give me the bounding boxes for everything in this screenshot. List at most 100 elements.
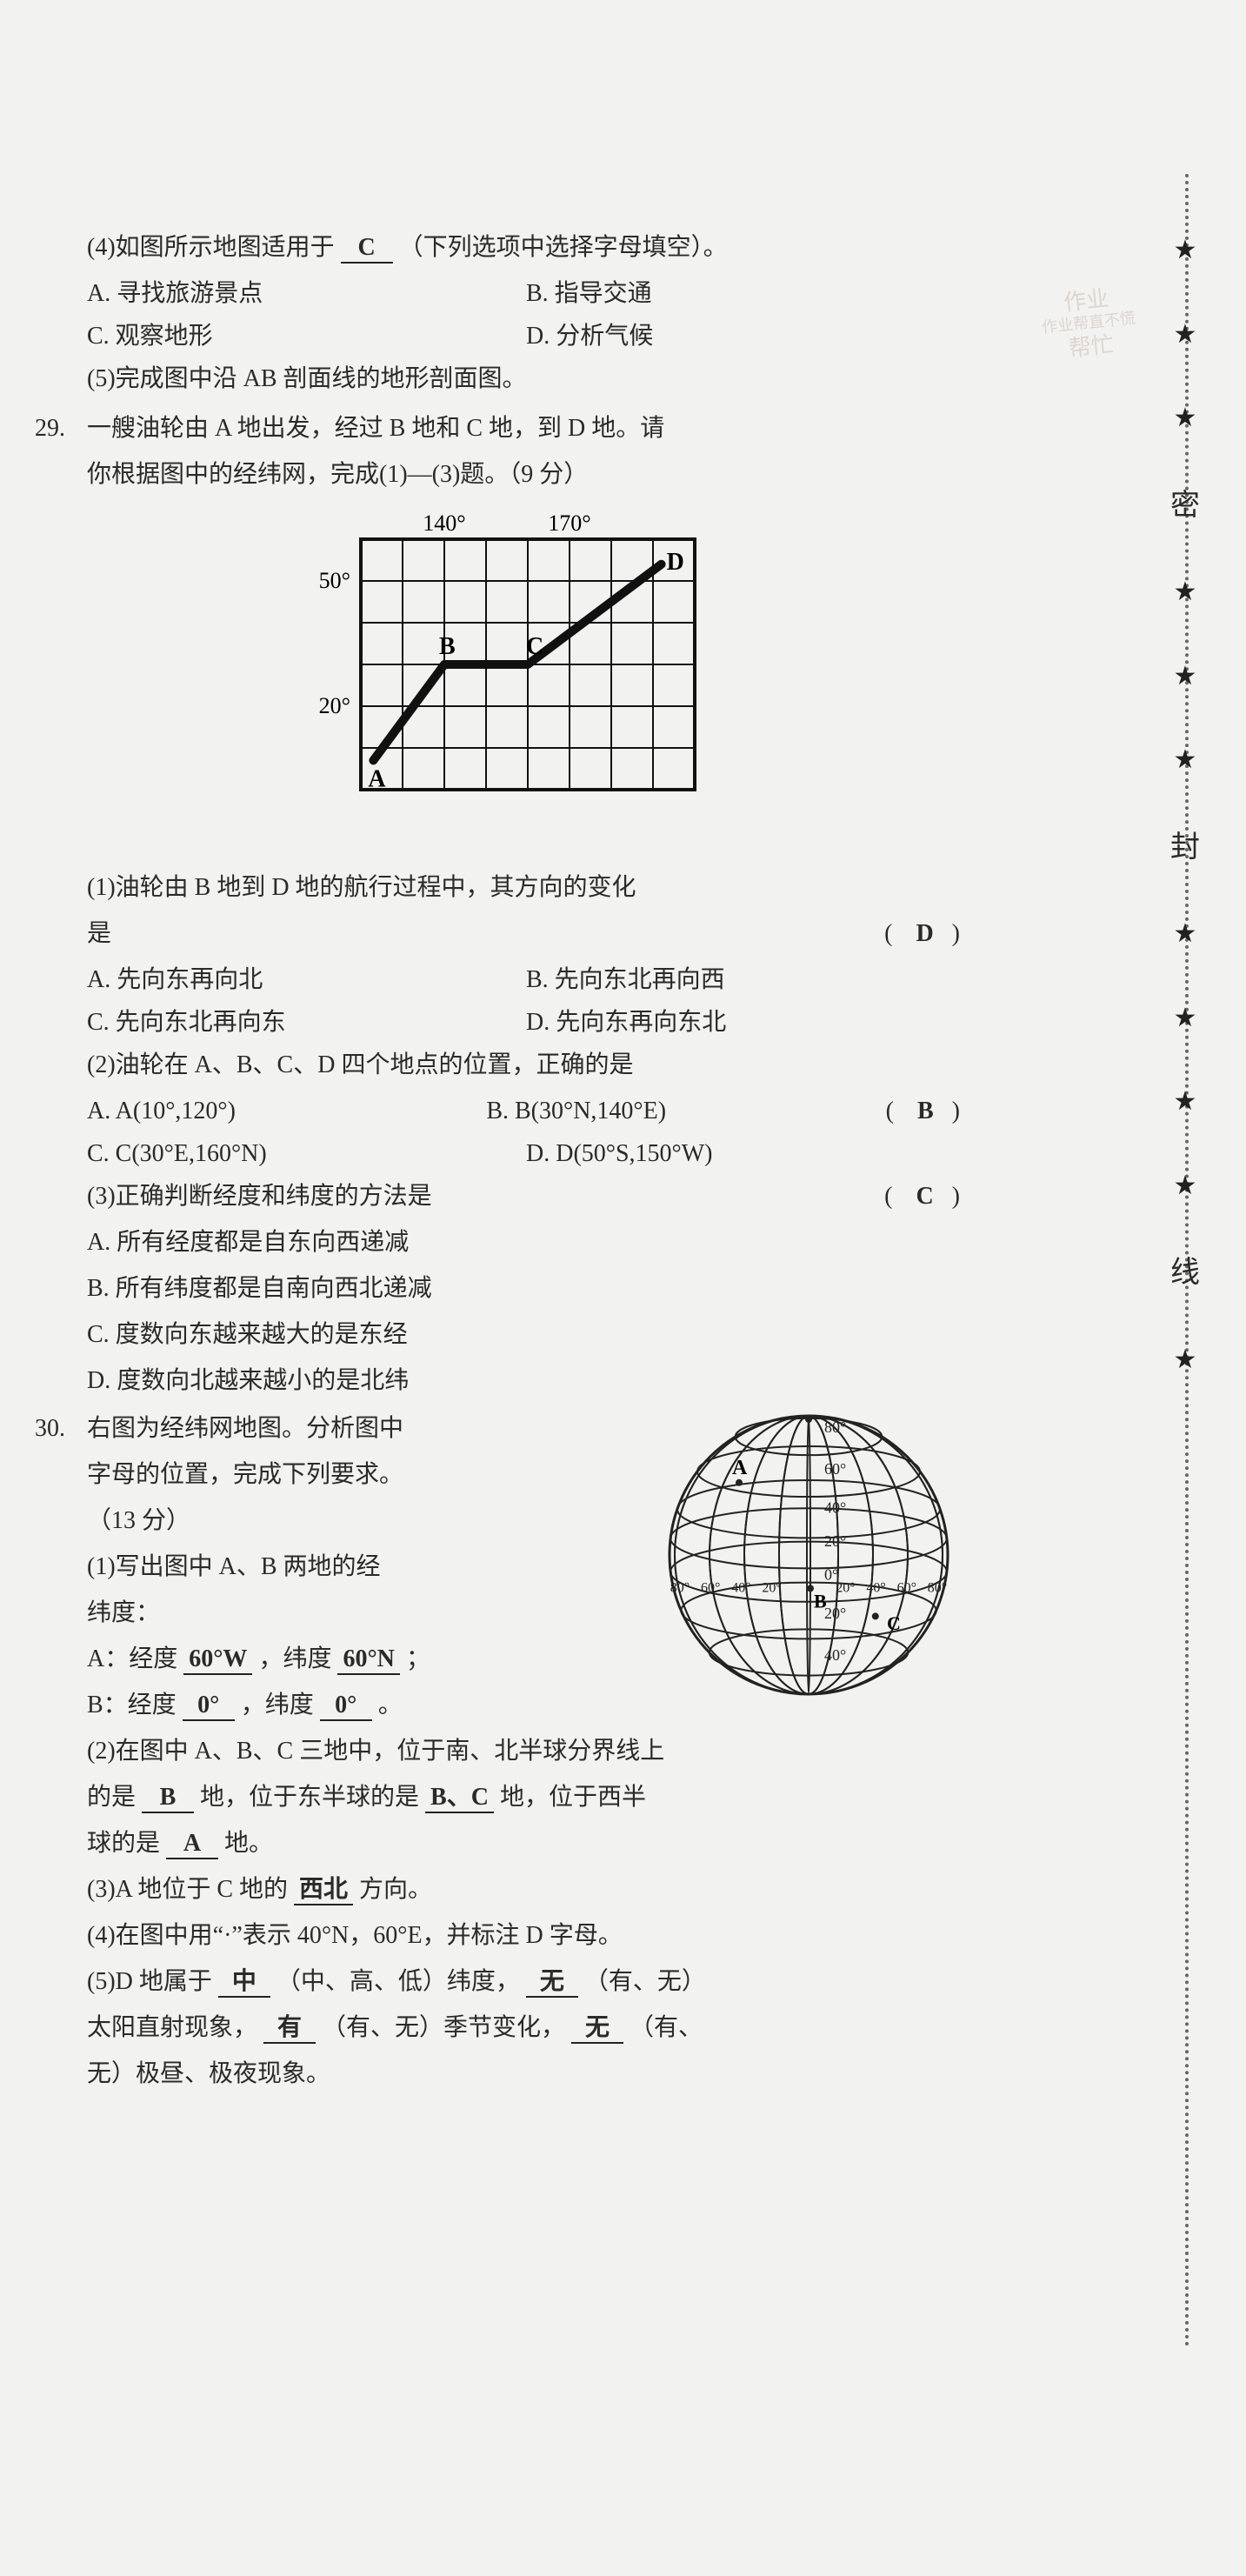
q30-p5-ans2: 无 <box>526 1969 578 1998</box>
q30-p2-ans2: B、C <box>425 1785 494 1813</box>
q30-p5-b-pre: 太阳直射现象， <box>87 2014 257 2041</box>
q30-p5-ans3: 有 <box>263 2015 316 2044</box>
q29-p2-stem: (2)油轮在 A、B、C、D 四个地点的位置，正确的是 <box>87 1044 965 1086</box>
star-icon: ★ <box>1174 911 1197 958</box>
q29: 29. 一艘油轮由 A 地出发，经过 B 地和 C 地，到 D 地。请 <box>87 407 965 450</box>
watermark: 作业 作业帮直不慌 帮忙 <box>1024 281 1155 380</box>
star-icon: ★ <box>1174 228 1197 274</box>
svg-text:C: C <box>526 633 543 660</box>
q28-p4-answer: C <box>341 235 393 264</box>
q30-stem-l2: 字母的位置，完成下列要求。 <box>87 1453 635 1496</box>
q30-p2-c-pre: 球的是 <box>87 1830 160 1857</box>
q30-p1-A-mid: ，纬度 <box>258 1645 331 1672</box>
q29-p1-optC: C. 先向东北再向东 <box>87 1001 526 1044</box>
q30-p1-B-end: 。 <box>378 1692 403 1718</box>
seal-char-feng: 封 <box>1170 822 1200 874</box>
svg-text:60°: 60° <box>897 1580 916 1595</box>
q29-p3-stem: (3)正确判断经度和纬度的方法是 <box>87 1183 432 1210</box>
q28-p5: (5)完成图中沿 AB 剖面线的地形剖面图。 <box>87 357 965 400</box>
q29-p2-opts-row1: A. A(10°,120°) B. B(30°N,140°E) <box>87 1090 886 1132</box>
star-icon: ★ <box>1174 570 1197 616</box>
q29-p2-optA: A. A(10°,120°) <box>87 1090 486 1132</box>
q30-p2-line2: 的是 B 地，位于东半球的是 B、C 地，位于西半 <box>87 1776 965 1819</box>
q30-p1-B: B：经度 0° ，纬度 0° 。 <box>87 1684 635 1726</box>
q29-p2-opts-row2: C. C(30°E,160°N) D. D(50°S,150°W) <box>87 1132 965 1175</box>
q30-p5-line3: 无）极昼、极夜现象。 <box>87 2052 965 2095</box>
q29-p1-line1: (1)油轮由 B 地到 D 地的航行过程中，其方向的变化 <box>87 866 965 909</box>
q30-p2-ans3: A <box>166 1831 218 1859</box>
svg-text:A: A <box>368 765 386 792</box>
q28-p4-options-row1: A. 寻找旅游景点 B. 指导交通 <box>87 272 965 315</box>
q29-stem-line1: 一艘油轮由 A 地出发，经过 B 地和 C 地，到 D 地。请 <box>87 415 664 442</box>
svg-text:40°: 40° <box>731 1580 750 1595</box>
svg-text:B: B <box>814 1590 827 1612</box>
q28-p4-optC: C. 观察地形 <box>87 315 526 357</box>
q29-p3-optC: C. 度数向东越来越大的是东经 <box>87 1313 965 1356</box>
svg-text:60°: 60° <box>701 1580 720 1595</box>
svg-text:D: D <box>667 549 684 576</box>
q28-part4: (4)如图所示地图适用于 C （下列选项中选择字母填空）。 <box>87 226 965 269</box>
q30-stem-l3: （13 分） <box>87 1499 635 1542</box>
q29-p2-optD: D. D(50°S,150°W) <box>526 1132 965 1175</box>
q30-p3-end: 方向。 <box>359 1876 432 1903</box>
svg-text:80°: 80° <box>670 1580 690 1595</box>
seal-char-mi: 密 <box>1170 480 1200 532</box>
q30-p5-line1: (5)D 地属于 中 （中、高、低）纬度， 无 （有、无） <box>87 1960 965 2003</box>
q30-p4: (4)在图中用“·”表示 40°N，60°E，并标注 D 字母。 <box>87 1914 965 1957</box>
star-icon: ★ <box>1174 1164 1197 1210</box>
q29-p3-optA: A. 所有经度都是自东向西递减 <box>87 1221 965 1264</box>
seal-char-xian: 线 <box>1170 1247 1200 1299</box>
q30-stem-l1: 右图为经纬网地图。分析图中 <box>87 1415 403 1442</box>
q28-p4-optB: B. 指导交通 <box>526 272 965 315</box>
q30-p1-B-lat: 0° <box>320 1692 372 1721</box>
q29-p3-line: (3)正确判断经度和纬度的方法是 ( C ) <box>87 1175 965 1218</box>
svg-text:20°: 20° <box>762 1580 781 1595</box>
q29-p1-answer: D <box>909 920 940 947</box>
q29-stem-line2: 你根据图中的经纬网，完成(1)—(3)题。（9 分） <box>87 453 965 496</box>
q30-p2-b-pre: 的是 <box>87 1784 136 1811</box>
svg-text:40°: 40° <box>824 1499 846 1517</box>
svg-text:20°: 20° <box>319 693 350 718</box>
q30-p5-ans4: 无 <box>571 2015 623 2044</box>
q30-p2-line3: 球的是 A 地。 <box>87 1822 965 1865</box>
q29-p3-optB: B. 所有纬度都是自南向西北递减 <box>87 1267 965 1310</box>
q30-p1-B-mid: ，纬度 <box>241 1692 314 1718</box>
q30-p3: (3)A 地位于 C 地的 西北 方向。 <box>87 1868 965 1911</box>
q30-p1-A-lat: 60°N <box>337 1646 399 1675</box>
q29-p1-answer-paren: ( D ) <box>884 912 965 955</box>
svg-text:170°: 170° <box>548 511 590 536</box>
svg-text:20°: 20° <box>836 1580 855 1595</box>
svg-text:A: A <box>732 1457 748 1479</box>
star-icon: ★ <box>1174 396 1197 442</box>
svg-text:20°: 20° <box>824 1532 846 1550</box>
q30-p1-A-end: ； <box>406 1645 430 1672</box>
q29-p1-opts-row2: C. 先向东北再向东 D. 先向东再向东北 <box>87 1001 965 1044</box>
q29-grid-svg: 140°170°50°20°ABCD <box>300 504 752 835</box>
q29-grid-figure: 140°170°50°20°ABCD <box>87 504 965 849</box>
q30-textcol: 30. 右图为经纬网地图。分析图中 字母的位置，完成下列要求。 （13 分） (… <box>87 1407 635 1730</box>
q30-globe-svg: 80°60°40°20°0°20°40°80°60°40°20°20°40°60… <box>652 1407 965 1712</box>
star-icon: ★ <box>1174 312 1197 358</box>
q30-p3-pre: (3)A 地位于 C 地的 <box>87 1876 288 1903</box>
q29-p3-answer-paren: ( C ) <box>884 1175 965 1218</box>
q30-p5-a-pre: (5)D 地属于 <box>87 1968 212 1995</box>
q30-p1-lead2: 纬度： <box>87 1592 635 1634</box>
svg-text:80°: 80° <box>928 1580 947 1595</box>
q29-p2-answer: B <box>910 1098 941 1124</box>
star-icon: ★ <box>1174 737 1197 784</box>
q30-p1-B-pre: B：经度 <box>87 1692 177 1718</box>
q30-p5-a-mid1: （中、高、低）纬度， <box>277 1968 520 1995</box>
q28-p4-optD: D. 分析气候 <box>526 315 965 357</box>
q29-p1-opts-row1: A. 先向东再向北 B. 先向东北再向西 <box>87 958 965 1001</box>
star-icon: ★ <box>1174 1079 1197 1125</box>
svg-text:80°: 80° <box>824 1418 846 1436</box>
q30-p5-a-mid2: （有、无） <box>584 1968 706 1995</box>
q29-p3-optD: D. 度数向北越来越小的是北纬 <box>87 1359 965 1402</box>
q30-p5-b-mid2: （有、 <box>630 2014 703 2041</box>
q30-p5-line2: 太阳直射现象， 有 （有、无）季节变化， 无 （有、 <box>87 2006 965 2049</box>
q30-p5-ans1: 中 <box>218 1969 270 1998</box>
q29-p1-line2: 是 ( D ) <box>87 912 965 955</box>
svg-text:B: B <box>439 633 456 660</box>
page-content: (4)如图所示地图适用于 C （下列选项中选择字母填空）。 A. 寻找旅游景点 … <box>87 226 965 2095</box>
svg-text:60°: 60° <box>824 1460 846 1478</box>
